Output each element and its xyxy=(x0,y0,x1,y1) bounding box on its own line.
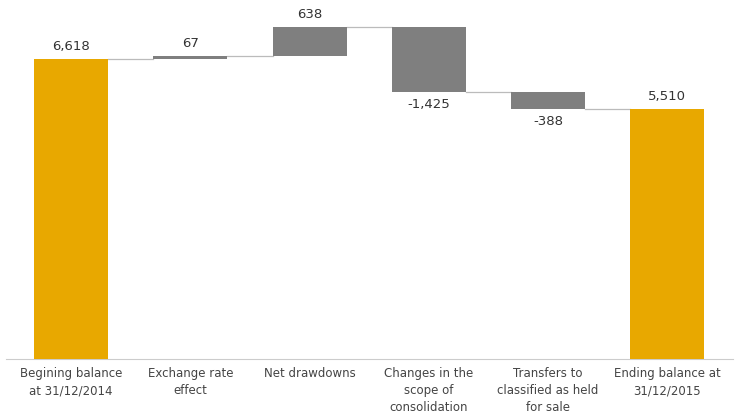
Text: 638: 638 xyxy=(297,8,322,21)
Text: 5,510: 5,510 xyxy=(648,90,686,103)
Text: 67: 67 xyxy=(182,37,199,50)
Bar xyxy=(34,59,108,359)
Bar xyxy=(391,27,465,92)
Bar xyxy=(511,92,585,109)
Bar xyxy=(153,56,227,59)
Text: 6,618: 6,618 xyxy=(53,40,90,53)
Text: -1,425: -1,425 xyxy=(408,98,450,110)
Bar xyxy=(272,27,346,56)
Bar xyxy=(630,109,704,359)
Text: -388: -388 xyxy=(533,115,563,128)
